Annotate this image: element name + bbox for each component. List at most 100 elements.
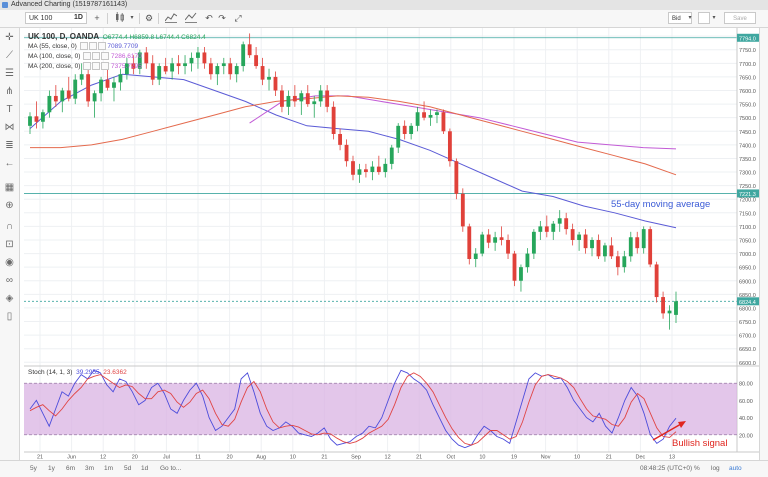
trend-line-icon[interactable]: ⟋ [6,50,13,61]
candle-body [338,133,342,145]
pitchfork-icon[interactable]: ⋔ [5,86,14,97]
text-icon[interactable]: T [6,104,13,115]
candle-body [221,63,226,67]
range-5y[interactable]: 5y [30,465,37,472]
stoch-tick-label: 20.00 [739,433,753,439]
candle-body [99,79,103,94]
candle-body [447,131,452,162]
compare-icon[interactable] [184,12,198,24]
range-5d[interactable]: 5d [124,465,132,472]
gear-icon[interactable] [92,62,101,71]
candle-body [267,76,271,80]
percent-toggle[interactable]: % [694,465,700,472]
close-icon[interactable] [97,42,106,51]
candle-body [635,237,640,249]
candle-body [150,63,155,80]
fib-icon[interactable]: ≣ [5,140,14,151]
price-tick-label: 7600.0 [739,89,756,95]
candle-body [596,239,601,257]
candle-body [73,79,78,99]
ma200-label: MA (200, close, 0) [28,63,81,70]
range-1m[interactable]: 1m [104,465,114,472]
candle-body [441,112,446,132]
gear-icon[interactable]: ⚙ [144,13,154,23]
eye-icon[interactable] [79,42,88,51]
candle-body [383,163,388,173]
candle-body [609,245,614,257]
candle-body [551,223,556,232]
range-3m[interactable]: 3m [85,465,95,472]
gear-icon[interactable] [92,52,101,61]
lock-icon[interactable]: ⊡ [5,239,14,250]
save-button[interactable]: Save [724,12,756,24]
eye-icon[interactable] [83,62,92,71]
candle-body [112,82,116,88]
indicators-icon[interactable] [164,12,178,24]
layout-icon[interactable] [698,12,710,24]
interval-selector[interactable]: 1D [74,14,83,21]
range-1d[interactable]: 1d [141,465,149,472]
ma-line [29,73,677,229]
eye-icon[interactable] [83,52,92,61]
eye-icon[interactable]: ◉ [5,257,14,268]
date-tick-label: 21 [416,455,422,461]
redo-icon[interactable]: ↷ [218,13,226,23]
undo-icon[interactable]: ↶ [205,13,213,23]
app-icon [2,2,8,8]
close-icon[interactable] [101,62,110,71]
close-icon[interactable] [101,52,110,61]
candle-body [409,125,414,134]
candle-body [422,112,426,118]
candle-body [208,63,213,75]
pattern-icon[interactable]: ⋈ [4,122,15,133]
candle-body [454,161,459,194]
auto-toggle[interactable]: auto [729,465,742,472]
range-6m[interactable]: 6m [66,465,76,472]
arrow-left-icon[interactable]: ← [4,158,15,169]
gear-icon[interactable] [88,42,97,51]
fullscreen-icon[interactable]: ⤢ [234,13,242,23]
candle-body [499,237,504,240]
crosshair-icon[interactable]: ✛ [5,32,14,43]
candle-body [544,226,549,232]
candle-body [557,218,562,224]
candle-body [228,63,233,75]
price-tick-label: 7400.0 [739,143,756,149]
candle-body [280,90,284,107]
price-tick-label: 7050.0 [739,238,756,244]
candle-body [603,245,607,257]
price-tick-label: 7450.0 [739,130,756,136]
goto-button[interactable]: Go to... [160,465,182,472]
range-1y[interactable]: 1y [48,465,55,472]
symbol-search-input[interactable]: UK 100 [25,12,87,24]
layers-icon[interactable]: ◈ [5,293,14,304]
zoom-icon[interactable]: ⊕ [5,200,14,211]
candle-body [648,229,653,265]
ruler-icon[interactable]: ▦ [4,182,15,193]
candles-icon[interactable] [113,12,127,24]
candle-body [105,79,110,88]
candle-body [480,234,485,254]
ma-line [30,95,677,176]
log-toggle[interactable]: log [711,465,720,472]
magnet-icon[interactable]: ∩ [5,221,14,232]
horizontal-lines-icon[interactable]: ☰ [5,68,14,79]
plus-icon[interactable]: + [94,13,100,23]
chevron-down-icon[interactable]: ▾ [688,15,692,21]
chart-grid [24,28,737,452]
chevron-down-icon[interactable]: ▾ [712,15,716,21]
candle-body [254,55,259,67]
price-tick-label: 7750.0 [739,48,756,54]
signal-arrow [652,423,682,441]
trash-icon[interactable]: ▯ [6,311,13,322]
chevron-down-icon[interactable]: ▾ [130,15,134,21]
candle-body [415,112,420,126]
link-icon[interactable]: ∞ [5,275,14,286]
price-axis: 6600.0 6650.0 6700.0 6750.0 6800.0 6850.0 6900… [736,28,759,452]
candle-body [628,237,633,257]
price-type-dropdown[interactable]: Bid [668,12,692,24]
candle-body [234,66,239,75]
candle-body [473,253,478,260]
price-marker-label: 7794.0 [739,36,756,42]
